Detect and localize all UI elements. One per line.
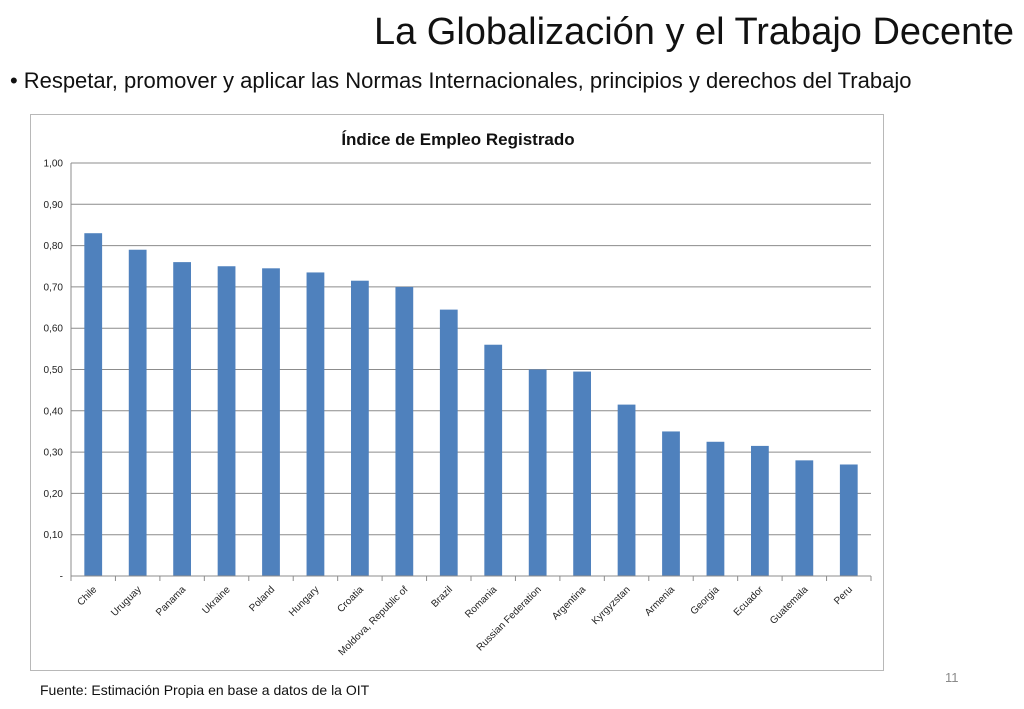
bar xyxy=(662,431,680,576)
bars xyxy=(84,233,858,577)
x-tick-label: Panama xyxy=(154,584,188,618)
y-tick-label: - xyxy=(60,572,63,583)
chart-container: Índice de Empleo Registrado - 0,10 0,20 0,3… xyxy=(30,114,884,671)
y-tick-label: 0,50 xyxy=(44,365,64,376)
y-tick-label: 0,20 xyxy=(44,489,64,500)
bar xyxy=(306,272,325,576)
gridlines xyxy=(71,162,871,536)
y-tick-label: 1,00 xyxy=(44,159,64,170)
slide-title: La Globalización y el Trabajo Decente xyxy=(373,11,1014,53)
bar xyxy=(573,371,591,576)
x-axis-tick-labels: Chile Uruguay Panama Ukraine Poland Hungary Cr… xyxy=(75,584,854,658)
x-tick-label: Guatemala xyxy=(768,584,811,627)
bar xyxy=(128,249,147,577)
x-tick-label: Hungary xyxy=(287,584,322,619)
bar xyxy=(395,286,414,576)
bar xyxy=(617,404,636,576)
y-tick-label: 0,40 xyxy=(44,406,64,417)
x-tick-label: Romania xyxy=(463,584,499,620)
x-tick-label: Peru xyxy=(832,584,855,607)
bar xyxy=(439,309,458,576)
x-tick-label: Armenia xyxy=(643,584,677,618)
bullet-point-icon: • xyxy=(10,68,18,93)
x-tick-label: Poland xyxy=(247,584,277,614)
y-tick-label: 0,10 xyxy=(44,530,64,541)
bar xyxy=(484,344,503,576)
bullet-text: Respetar, promover y aplicar las Normas … xyxy=(23,68,912,93)
axes xyxy=(70,163,872,581)
page-number: 11 xyxy=(945,670,959,685)
y-tick-label: 0,30 xyxy=(44,448,64,459)
bar xyxy=(751,445,769,576)
y-tick-label: 0,80 xyxy=(44,241,64,252)
x-tick-label: Kyrgyzstan xyxy=(590,584,633,627)
bar xyxy=(528,369,547,576)
bar xyxy=(706,441,725,576)
bar xyxy=(795,460,814,576)
bar xyxy=(217,266,236,576)
x-tick-label: Argentina xyxy=(550,584,588,622)
source-footnote: Fuente: Estimación Propia en base a dato… xyxy=(40,682,370,698)
x-tick-label: Chile xyxy=(75,584,99,608)
x-tick-label: Ukraine xyxy=(201,584,233,616)
x-tick-label: Brazil xyxy=(429,584,454,609)
x-tick-label: Uruguay xyxy=(109,584,144,619)
x-tick-label: Ecuador xyxy=(732,584,767,619)
bar-chart: Índice de Empleo Registrado - 0,10 0,20 0,3… xyxy=(44,130,872,658)
x-tick-label: Croatia xyxy=(335,584,366,615)
y-tick-label: 0,60 xyxy=(44,324,64,335)
bar xyxy=(173,262,191,576)
chart-title: Índice de Empleo Registrado xyxy=(341,130,574,149)
bar xyxy=(351,280,369,576)
bar xyxy=(839,464,858,576)
bullet-text-line: • Respetar, promover y aplicar las Normas… xyxy=(10,66,911,96)
y-axis-tick-labels: - 0,10 0,20 0,30 0,40 0,50 0,60 0,70 0,80 0,90 1,0… xyxy=(44,159,64,583)
y-tick-label: 0,90 xyxy=(44,200,64,211)
x-tick-label: Georgia xyxy=(689,584,722,617)
bar xyxy=(262,268,280,576)
bar xyxy=(84,233,103,576)
y-tick-label: 0,70 xyxy=(44,282,64,293)
